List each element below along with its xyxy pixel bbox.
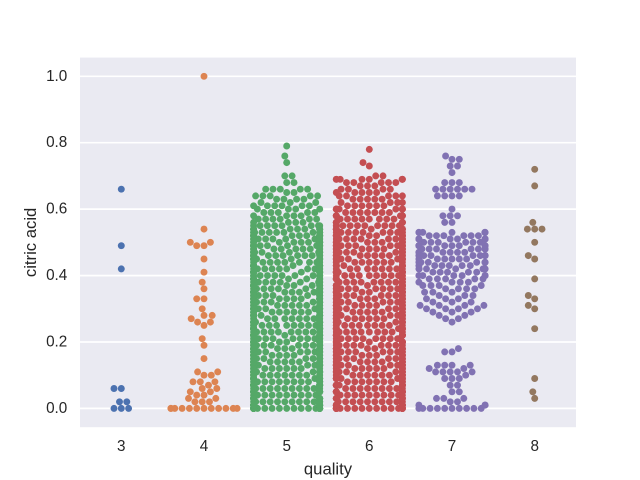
svg-text:0.0: 0.0	[46, 400, 67, 417]
svg-text:citric acid: citric acid	[21, 208, 40, 277]
svg-text:0.8: 0.8	[46, 134, 67, 151]
svg-text:7: 7	[448, 438, 457, 455]
svg-text:4: 4	[200, 438, 209, 455]
svg-text:quality: quality	[304, 459, 353, 478]
svg-text:0.2: 0.2	[46, 334, 67, 351]
svg-text:8: 8	[530, 438, 539, 455]
svg-text:5: 5	[282, 438, 291, 455]
svg-text:1.0: 1.0	[46, 68, 67, 85]
svg-text:0.4: 0.4	[46, 267, 68, 284]
svg-text:6: 6	[365, 438, 374, 455]
svg-text:3: 3	[117, 438, 126, 455]
svg-text:0.6: 0.6	[46, 201, 67, 218]
